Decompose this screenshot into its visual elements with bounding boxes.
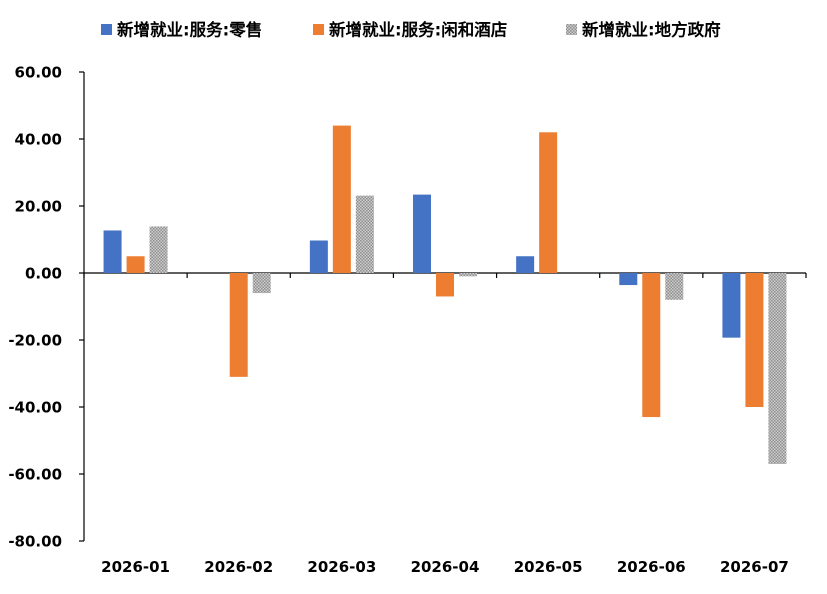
legend: 新增就业:服务:零售 新增就业:服务:闲和酒店 新增就业:地方政府 <box>101 20 721 40</box>
bar-2026-06-series-3 <box>665 273 684 300</box>
x-tick-label: 2026-03 <box>307 558 376 576</box>
x-tick-label: 2026-06 <box>617 558 686 576</box>
bar-2026-04-series-2 <box>436 273 454 297</box>
bar-2026-06-series-1 <box>619 273 638 286</box>
y-tick-label: -40.00 <box>8 399 62 417</box>
legend-swatch-3 <box>566 24 577 35</box>
x-tick-label: 2026-04 <box>411 558 480 576</box>
y-tick-label: -20.00 <box>8 332 62 350</box>
bars <box>103 125 787 464</box>
x-tick-label: 2026-02 <box>204 558 273 576</box>
bar-2026-03-series-3 <box>355 195 374 273</box>
x-tick-label: 2026-05 <box>514 558 583 576</box>
bar-2026-02-series-3 <box>252 273 271 294</box>
y-tick-label: -80.00 <box>8 533 62 551</box>
y-tick-label: -60.00 <box>8 466 62 484</box>
y-tick-label: 20.00 <box>15 198 62 216</box>
tick-labels: 60.00 40.00 20.00 0.00 -20.00 -40.00 -60.00 -80… <box>8 64 789 577</box>
x-tick-label: 2026-07 <box>720 558 789 576</box>
bar-2026-07-series-1 <box>722 273 741 338</box>
y-tick-label: 60.00 <box>15 64 62 82</box>
bar-2026-07-series-2 <box>745 273 764 407</box>
legend-swatch-2 <box>313 24 324 35</box>
bar-2026-04-series-3 <box>459 273 477 277</box>
legend-label-3: 新增就业:地方政府 <box>582 20 721 40</box>
bar-2026-03-series-1 <box>309 240 328 273</box>
bar-2026-01-series-3 <box>149 226 168 273</box>
bar-2026-02-series-2 <box>229 273 248 377</box>
legend-label-2: 新增就业:服务:闲和酒店 <box>329 20 507 40</box>
bar-2026-06-series-2 <box>642 273 661 418</box>
y-tick-label: 0.00 <box>25 265 62 283</box>
legend-label-1: 新增就业:服务:零售 <box>117 20 262 40</box>
legend-swatch-1 <box>101 24 112 35</box>
bar-2026-04-series-1 <box>413 194 431 273</box>
bar-2026-05-series-2 <box>539 132 558 273</box>
axes <box>79 71 807 542</box>
bar-2026-05-series-1 <box>516 256 535 273</box>
bar-2026-03-series-2 <box>332 125 351 273</box>
bar-2026-01-series-1 <box>103 230 122 273</box>
bar-2026-01-series-2 <box>126 256 145 273</box>
x-tick-label: 2026-01 <box>101 558 170 576</box>
bar-2026-07-series-3 <box>768 273 787 464</box>
y-tick-label: 40.00 <box>15 131 62 149</box>
